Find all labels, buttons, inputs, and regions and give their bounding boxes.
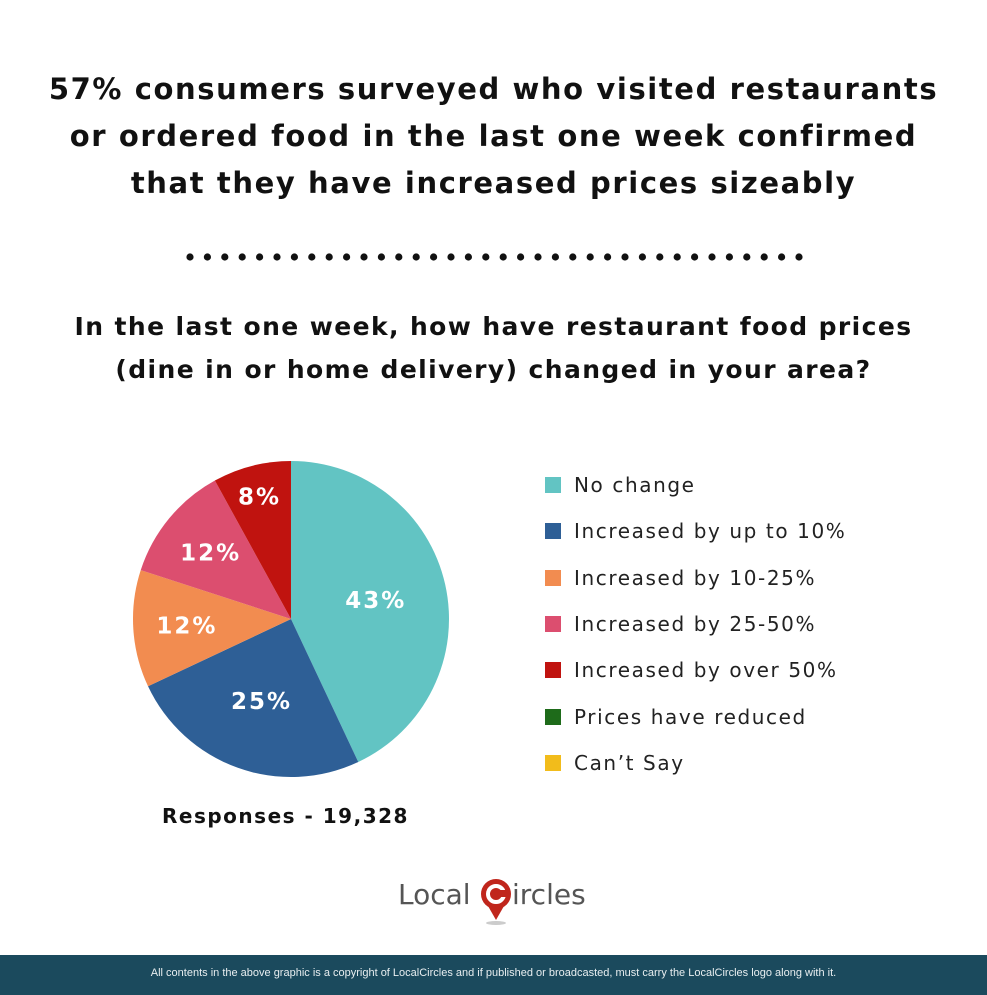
divider-dot (377, 253, 385, 261)
legend-swatch (545, 662, 561, 679)
legend-item: No change (545, 462, 846, 508)
divider-dot (569, 253, 577, 261)
legend: No change Increased by up to 10% Increased… (545, 462, 846, 786)
legend-item: Increased by over 50% (545, 647, 846, 693)
legend-swatch (545, 754, 561, 771)
legend-label: Increased by over 50% (574, 658, 838, 683)
divider-dot (464, 253, 472, 261)
divider-dot (447, 253, 455, 261)
divider-dot (691, 253, 699, 261)
divider-dot (743, 253, 751, 261)
slice-data-label: 12% (180, 541, 241, 567)
divider-dot (256, 253, 264, 261)
divider-dot (778, 253, 786, 261)
legend-swatch (545, 477, 561, 494)
headline: 57% consumers surveyed who visited resta… (0, 66, 987, 207)
divider-dot (430, 253, 438, 261)
slice-data-label: 43% (345, 588, 406, 614)
slice-data-label: 25% (231, 689, 292, 715)
divider-dot (395, 253, 403, 261)
divider-dot (638, 253, 646, 261)
pie-slice (291, 461, 449, 762)
pie-slice (148, 619, 359, 777)
divider-dot (203, 253, 211, 261)
divider-dot (412, 253, 420, 261)
divider-dot (673, 253, 681, 261)
legend-label: No change (574, 473, 696, 498)
pie-slice (133, 570, 291, 687)
divider-dot (290, 253, 298, 261)
legend-item: Can’t Say (545, 740, 846, 786)
legend-swatch (545, 616, 561, 633)
divider-dot (360, 253, 368, 261)
headline-line: that they have increased prices sizeably (130, 166, 857, 200)
svg-text:ircles: ircles (512, 878, 586, 911)
divider-dot (499, 253, 507, 261)
divider-dot (482, 253, 490, 261)
legend-label: Increased by 25-50% (574, 612, 817, 637)
legend-item: Prices have reduced (545, 693, 846, 739)
pie-slice (214, 461, 291, 619)
divider-dot (221, 253, 229, 261)
divider-dot (517, 253, 525, 261)
copyright-footer: All contents in the above graphic is a c… (0, 955, 987, 995)
question-line: In the last one week, how have restauran… (74, 312, 913, 341)
divider-dot (534, 253, 542, 261)
legend-swatch (545, 708, 561, 725)
legend-label: Increased by up to 10% (574, 519, 847, 544)
legend-label: Can’t Say (574, 750, 685, 775)
question-line: (dine in or home delivery) changed in yo… (115, 355, 872, 384)
slice-data-label: 12% (156, 614, 217, 640)
dotted-divider (186, 253, 803, 261)
divider-dot (760, 253, 768, 261)
legend-label: Increased by 10-25% (574, 565, 817, 590)
slice-data-label: 8% (238, 485, 281, 511)
localcircles-logo: Local ircles (398, 878, 586, 925)
divider-dot (343, 253, 351, 261)
pie-slice (140, 480, 291, 619)
divider-dot (551, 253, 559, 261)
divider-dot (186, 253, 194, 261)
divider-dot (708, 253, 716, 261)
svg-text:Local: Local (398, 878, 471, 911)
divider-dot (621, 253, 629, 261)
pie-chart: 43% 25% 12% 12% 8% (133, 461, 449, 777)
divider-dot (656, 253, 664, 261)
divider-dot (325, 253, 333, 261)
divider-dot (795, 253, 803, 261)
divider-dot (273, 253, 281, 261)
legend-swatch (545, 569, 561, 586)
legend-swatch (545, 523, 561, 540)
divider-dot (238, 253, 246, 261)
divider-dot (725, 253, 734, 261)
responses-count: Responses - 19,328 (162, 804, 409, 828)
divider-dot (308, 253, 316, 261)
survey-question: In the last one week, how have restauran… (0, 305, 987, 391)
divider-dot (586, 253, 594, 261)
headline-line: or ordered food in the last one week con… (69, 119, 918, 153)
legend-item: Increased by 25-50% (545, 601, 846, 647)
legend-label: Prices have reduced (574, 704, 807, 729)
headline-line: 57% consumers surveyed who visited resta… (48, 72, 939, 106)
divider-dot (604, 253, 612, 261)
legend-item: Increased by up to 10% (545, 508, 846, 554)
legend-item: Increased by 10-25% (545, 555, 846, 601)
